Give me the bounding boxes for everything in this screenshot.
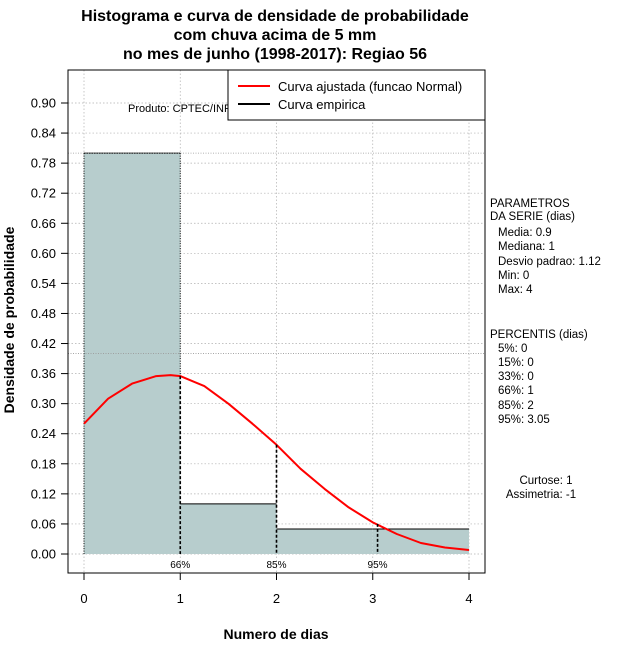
y-tick-label-3: 0.18 bbox=[31, 456, 56, 471]
x-tick-label-1: 1 bbox=[177, 591, 184, 606]
histogram-bar-3 bbox=[372, 528, 469, 554]
param-desvio: Desvio padrao: 1.12 bbox=[498, 256, 601, 268]
y-axis-label: Densidade de probabilidade bbox=[1, 226, 17, 413]
y-tick-label-15: 0.90 bbox=[31, 96, 56, 111]
params-header-2: DA SERIE (dias) bbox=[490, 211, 575, 223]
percentil-15: 15%: 0 bbox=[498, 357, 534, 369]
x-tick-label-0: 0 bbox=[80, 591, 87, 606]
percentil-33: 33%: 0 bbox=[498, 371, 534, 383]
y-tick-label-12: 0.72 bbox=[31, 186, 56, 201]
percentil-85: 85%: 2 bbox=[498, 400, 534, 412]
percentis-header: PERCENTIS (dias) bbox=[490, 329, 588, 341]
legend-box bbox=[227, 69, 486, 121]
histogram-bar-0 bbox=[84, 153, 181, 554]
param-media: Media: 0.9 bbox=[498, 227, 552, 239]
percentile-label-2: 95% bbox=[368, 560, 388, 571]
assimetria: Assimetria: -1 bbox=[506, 489, 576, 501]
x-axis-label: Numero de dias bbox=[223, 626, 328, 642]
percentil-5: 5%: 0 bbox=[498, 343, 527, 355]
param-min: Min: 0 bbox=[498, 270, 529, 282]
histogram-bar-2 bbox=[276, 528, 373, 554]
x-tick-label-4: 4 bbox=[465, 591, 472, 606]
y-tick-label-6: 0.36 bbox=[31, 366, 56, 381]
chart-title: Histograma e curva de densidade de proba… bbox=[81, 8, 469, 63]
y-tick-label-8: 0.48 bbox=[31, 306, 56, 321]
y-axis: 0.00 0.06 0.12 0.18 0.24 0.30 0.36 0.42 0.48 0.54… bbox=[31, 96, 68, 562]
param-mediana: Mediana: 1 bbox=[498, 241, 555, 253]
x-axis: 0 1 2 3 4 bbox=[80, 573, 473, 606]
x-tick-label-2: 2 bbox=[273, 591, 280, 606]
fitted-curve-layer bbox=[83, 374, 470, 551]
y-tick-label-1: 0.06 bbox=[31, 516, 56, 531]
title-line-2: com chuva acima de 5 mm bbox=[174, 27, 377, 44]
fitted-normal-curve bbox=[83, 374, 470, 551]
product-annotation: Produto: CPTEC/INPE bbox=[128, 103, 239, 115]
legend: Curva ajustada (funcao Normal) Curva emp… bbox=[227, 69, 486, 121]
y-tick-label-9: 0.54 bbox=[31, 276, 56, 291]
y-tick-label-13: 0.78 bbox=[31, 156, 56, 171]
title-line-3: no mes de junho (1998-2017): Regiao 56 bbox=[123, 46, 427, 63]
histogram-bar-1 bbox=[180, 503, 277, 554]
y-tick-label-0: 0.00 bbox=[31, 547, 56, 562]
params-header-1: PARAMETROS bbox=[490, 198, 570, 210]
y-tick-label-11: 0.66 bbox=[31, 216, 56, 231]
y-tick-label-7: 0.42 bbox=[31, 336, 56, 351]
x-tick-label-3: 3 bbox=[369, 591, 376, 606]
reference-lines bbox=[68, 152, 485, 354]
y-tick-label-5: 0.30 bbox=[31, 396, 56, 411]
legend-empirical-label: Curva empirica bbox=[278, 97, 366, 112]
side-panel: PARAMETROS DA SERIE (dias) Media: 0.9 Me… bbox=[490, 198, 601, 501]
y-tick-label-14: 0.84 bbox=[31, 126, 56, 141]
percentile-markers: 66% 85% 95% bbox=[170, 376, 388, 571]
histogram-bars bbox=[83, 152, 469, 554]
percentile-label-0: 66% bbox=[170, 560, 190, 571]
percentil-95: 95%: 3.05 bbox=[498, 414, 550, 426]
y-tick-label-4: 0.24 bbox=[31, 426, 56, 441]
y-tick-label-2: 0.12 bbox=[31, 486, 56, 501]
percentile-label-1: 85% bbox=[266, 560, 286, 571]
y-tick-label-10: 0.60 bbox=[31, 246, 56, 261]
legend-fitted-label: Curva ajustada (funcao Normal) bbox=[278, 79, 462, 94]
param-max: Max: 4 bbox=[498, 284, 533, 296]
percentil-66: 66%: 1 bbox=[498, 385, 534, 397]
curtose: Curtose: 1 bbox=[519, 475, 572, 487]
title-line-1: Histograma e curva de densidade de proba… bbox=[81, 8, 469, 25]
